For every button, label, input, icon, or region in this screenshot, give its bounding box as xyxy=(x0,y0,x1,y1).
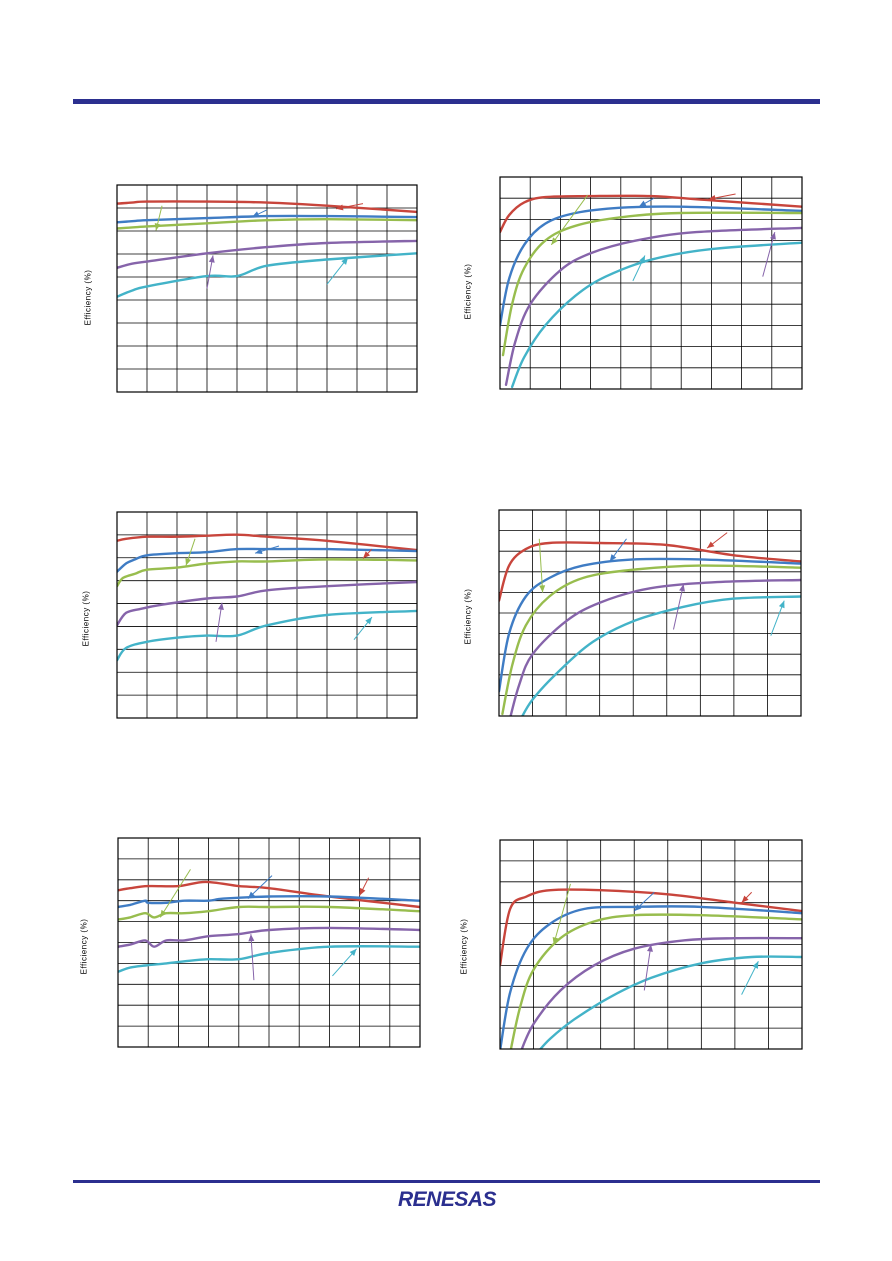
annotation-arrowhead-purple xyxy=(208,255,215,263)
annotation-arrowhead-purple xyxy=(647,944,653,952)
efficiency-chart-3 xyxy=(116,511,418,719)
annotation-arrowhead-red xyxy=(336,204,344,211)
series-line-blue xyxy=(499,557,801,693)
chart-5-plot xyxy=(117,837,421,1048)
series-line-purple xyxy=(117,580,417,627)
series-line-red xyxy=(500,194,802,234)
series-line-red xyxy=(500,888,802,967)
annotation-arrowhead-cyan xyxy=(778,600,785,609)
series-line-red xyxy=(117,200,417,214)
annotation-arrowhead-blue xyxy=(634,904,642,912)
series-line-cyan xyxy=(510,241,802,389)
plot-frame xyxy=(117,837,421,1048)
annotation-arrowhead-green xyxy=(551,237,558,245)
efficiency-chart-4 xyxy=(498,509,802,717)
annotation-arrowhead-green xyxy=(154,223,161,231)
plot-frame xyxy=(499,839,803,1050)
series-line-green xyxy=(509,913,802,1049)
annotation-arrowhead-cyan xyxy=(349,948,357,956)
series-line-blue xyxy=(500,205,802,327)
annotation-arrowhead-red xyxy=(708,194,716,201)
series-line-purple xyxy=(509,578,801,716)
series-line-cyan xyxy=(538,955,802,1049)
annotation-arrow-purple xyxy=(673,584,685,630)
efficiency-chart-6 xyxy=(499,839,803,1050)
annotation-arrow-green xyxy=(538,538,544,593)
series-line-cyan xyxy=(117,609,417,662)
renesas-logo: RENESAS xyxy=(398,1188,497,1211)
chart-1-ylabel: Efficiency (%) xyxy=(83,269,93,326)
annotation-arrowhead-purple xyxy=(248,934,255,942)
plot-frame xyxy=(499,176,803,390)
series-line-green xyxy=(117,558,417,588)
series-line-red xyxy=(499,541,801,602)
series-line-cyan xyxy=(117,252,417,298)
series-line-purple xyxy=(117,239,417,269)
annotation-arrowhead-blue xyxy=(609,554,617,562)
annotation-arrowhead-purple xyxy=(770,232,776,240)
annotation-arrow-green xyxy=(550,194,588,246)
series-line-blue xyxy=(118,894,420,909)
series-line-purple xyxy=(504,226,802,386)
annotation-arrowhead-red xyxy=(707,541,715,549)
plot-frame xyxy=(116,511,418,719)
header-rule xyxy=(73,99,820,104)
annotation-arrowhead-red xyxy=(363,551,371,559)
annotation-arrowhead-blue xyxy=(252,211,260,218)
chart-2-ylabel: Efficiency (%) xyxy=(463,263,473,320)
annotation-arrowhead-blue xyxy=(247,891,255,899)
efficiency-chart-1 xyxy=(116,184,418,393)
annotation-arrowhead-blue xyxy=(255,548,263,555)
series-line-blue xyxy=(117,547,417,573)
series-line-red xyxy=(117,533,417,552)
annotation-arrowhead-purple xyxy=(679,584,685,592)
series-line-purple xyxy=(520,936,802,1049)
efficiency-chart-5 xyxy=(117,837,421,1048)
series-line-purple xyxy=(118,926,420,948)
annotation-arrow-green xyxy=(553,883,571,945)
series-line-cyan xyxy=(118,945,420,973)
annotation-arrowhead-blue xyxy=(638,200,647,207)
annotation-arrowhead-cyan xyxy=(639,255,645,264)
annotation-arrowhead-cyan xyxy=(365,617,372,625)
plot-frame xyxy=(498,509,802,717)
annotation-arrow-purple xyxy=(762,231,776,277)
footer-rule xyxy=(73,1180,820,1183)
series-line-cyan xyxy=(521,595,801,716)
series-line-green xyxy=(501,564,801,716)
series-line-green xyxy=(117,218,417,230)
annotation-arrow-purple xyxy=(643,944,652,991)
chart-1-plot xyxy=(116,184,418,393)
chart-3-plot xyxy=(116,511,418,719)
series-line-green xyxy=(118,905,420,921)
annotation-arrowhead-cyan xyxy=(341,257,348,265)
chart-2-plot xyxy=(499,176,803,390)
series-line-blue xyxy=(500,905,802,1049)
chart-3-ylabel: Efficiency (%) xyxy=(81,590,91,647)
series-line-blue xyxy=(117,214,417,224)
annotation-arrowhead-cyan xyxy=(752,961,759,969)
annotation-arrowhead-green xyxy=(160,909,167,918)
series-line-green xyxy=(501,211,802,357)
efficiency-chart-2 xyxy=(499,176,803,390)
chart-6-ylabel: Efficiency (%) xyxy=(459,918,469,975)
annotation-arrowhead-green xyxy=(185,557,192,566)
chart-4-ylabel: Efficiency (%) xyxy=(463,588,473,645)
annotation-arrowhead-green xyxy=(539,585,546,593)
annotation-arrow-purple xyxy=(250,934,255,981)
annotation-arrowhead-red xyxy=(741,895,749,903)
annotation-arrowhead-red xyxy=(359,887,366,896)
renesas-logo-text: RENESAS xyxy=(398,1188,497,1211)
annotation-arrowhead-green xyxy=(552,936,559,945)
chart-5-ylabel: Efficiency (%) xyxy=(79,918,89,975)
plot-frame xyxy=(116,184,418,393)
annotation-arrow-green xyxy=(159,869,191,918)
annotation-arrowhead-purple xyxy=(217,602,224,611)
chart-4-plot xyxy=(498,509,802,717)
chart-6-plot xyxy=(499,839,803,1050)
